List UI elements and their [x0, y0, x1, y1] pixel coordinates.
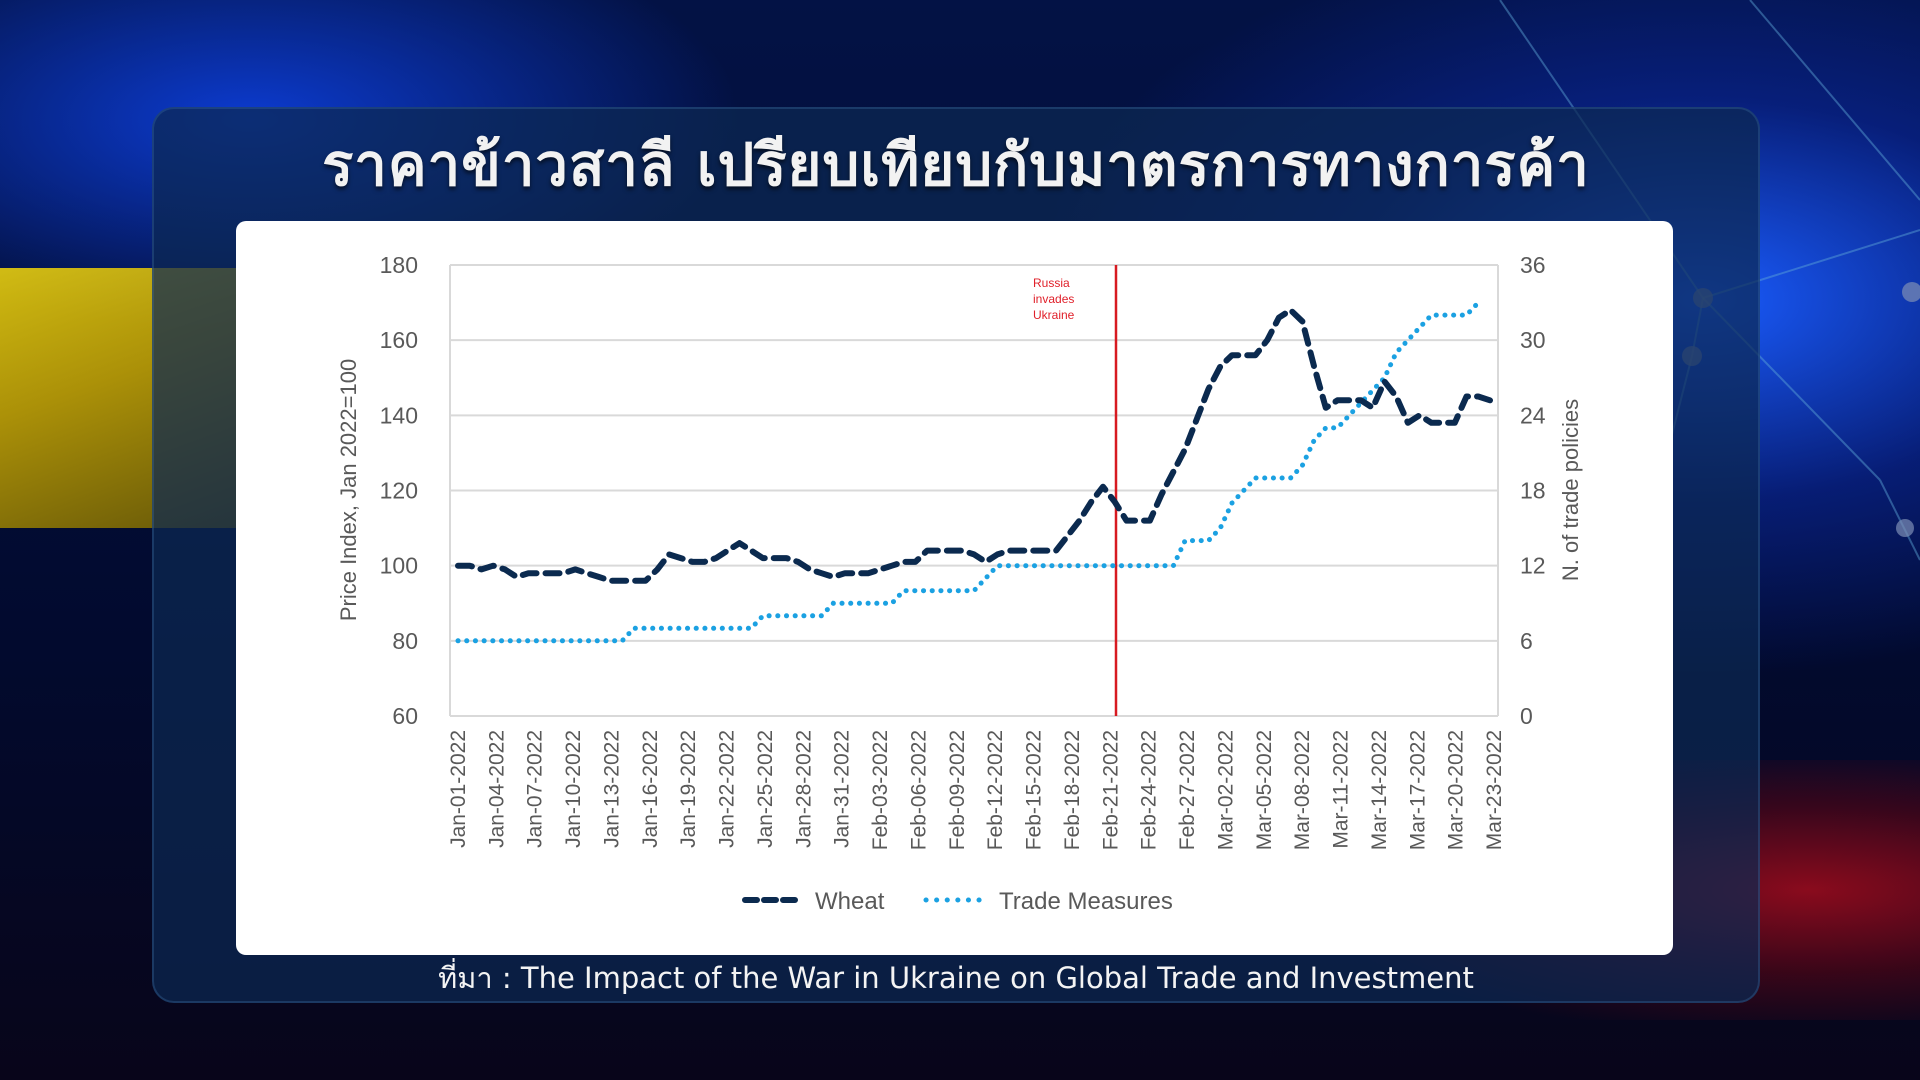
x-tick-label: Mar-17-2022	[1406, 730, 1429, 850]
x-tick-label: Jan-16-2022	[639, 730, 662, 848]
x-tick-label: Feb-09-2022	[946, 730, 969, 850]
x-tick-label: Feb-21-2022	[1099, 730, 1122, 850]
left-tick-label: 60	[392, 703, 418, 729]
right-tick-label: 30	[1520, 327, 1546, 353]
x-tick-label: Jan-04-2022	[485, 730, 508, 848]
source-caption: ที่มา : The Impact of the War in Ukraine…	[438, 961, 1474, 995]
x-tick-label: Feb-27-2022	[1176, 730, 1199, 850]
chart-gridlines	[449, 264, 1499, 717]
x-tick-label: Jan-28-2022	[792, 730, 815, 848]
right-tick-label: 12	[1520, 553, 1546, 579]
x-tick-label: Jan-25-2022	[754, 730, 777, 848]
x-tick-label: Jan-10-2022	[562, 730, 585, 848]
x-tick-label: Feb-15-2022	[1023, 730, 1046, 850]
x-tick-label: Jan-07-2022	[524, 730, 547, 848]
x-tick-label: Mar-02-2022	[1214, 730, 1237, 850]
x-axis-ticks: Jan-01-2022 Jan-04-2022 Jan-07-2022 Jan-10-…	[447, 730, 1506, 850]
left-tick-label: 100	[380, 553, 418, 579]
x-tick-label: Jan-13-2022	[600, 730, 623, 848]
left-axis-label: Price Index, Jan 2022=100	[336, 359, 361, 621]
left-tick-label: 120	[380, 478, 418, 504]
x-tick-label: Feb-03-2022	[869, 730, 892, 850]
right-axis-label: N. of trade policies	[1558, 399, 1583, 581]
x-tick-label: Jan-01-2022	[447, 730, 470, 848]
wheat-line	[455, 307, 1493, 584]
russia-invades-ukraine-marker: Russia invades Ukraine	[1033, 265, 1118, 716]
left-tick-label: 160	[380, 327, 418, 353]
x-tick-label: Mar-20-2022	[1445, 730, 1468, 850]
left-tick-label: 180	[380, 252, 418, 278]
x-tick-label: Mar-08-2022	[1291, 730, 1314, 850]
x-tick-label: Mar-14-2022	[1368, 730, 1391, 850]
left-tick-label: 80	[392, 628, 418, 654]
right-tick-label: 36	[1520, 252, 1546, 278]
slide-title: ราคาข้าวสาลี เปรียบเทียบกับมาตรการทางการ…	[322, 131, 1590, 199]
chart-legend: Wheat Trade Measures	[742, 888, 1173, 915]
x-tick-label: Feb-06-2022	[907, 730, 930, 850]
x-tick-label: Feb-24-2022	[1138, 730, 1161, 850]
left-tick-label: 140	[380, 402, 418, 428]
right-tick-label: 0	[1520, 703, 1533, 729]
legend-wheat-label: Wheat	[815, 888, 885, 915]
x-tick-label: Feb-12-2022	[984, 730, 1007, 850]
trade-measures-line	[455, 300, 1481, 644]
x-tick-label: Jan-19-2022	[677, 730, 700, 848]
chart-card	[236, 221, 1673, 955]
event-annotation-text: invades	[1033, 292, 1074, 306]
right-axis-ticks: 0 6 12 18 24 30 36	[1520, 252, 1546, 729]
event-annotation-text: Ukraine	[1033, 308, 1075, 322]
right-tick-label: 6	[1520, 628, 1533, 654]
x-tick-label: Mar-23-2022	[1483, 730, 1506, 850]
event-annotation-text: Russia	[1033, 276, 1070, 290]
x-tick-label: Mar-11-2022	[1330, 730, 1353, 849]
right-tick-label: 18	[1520, 478, 1546, 504]
legend-trade-measures-label: Trade Measures	[999, 888, 1173, 915]
right-tick-label: 24	[1520, 402, 1546, 428]
x-tick-label: Jan-31-2022	[831, 730, 854, 848]
x-tick-label: Feb-18-2022	[1061, 730, 1084, 850]
x-tick-label: Jan-22-2022	[716, 730, 739, 848]
x-tick-label: Mar-05-2022	[1253, 730, 1276, 850]
left-axis-ticks: 60 80 100 120 140 160 180	[380, 252, 418, 729]
